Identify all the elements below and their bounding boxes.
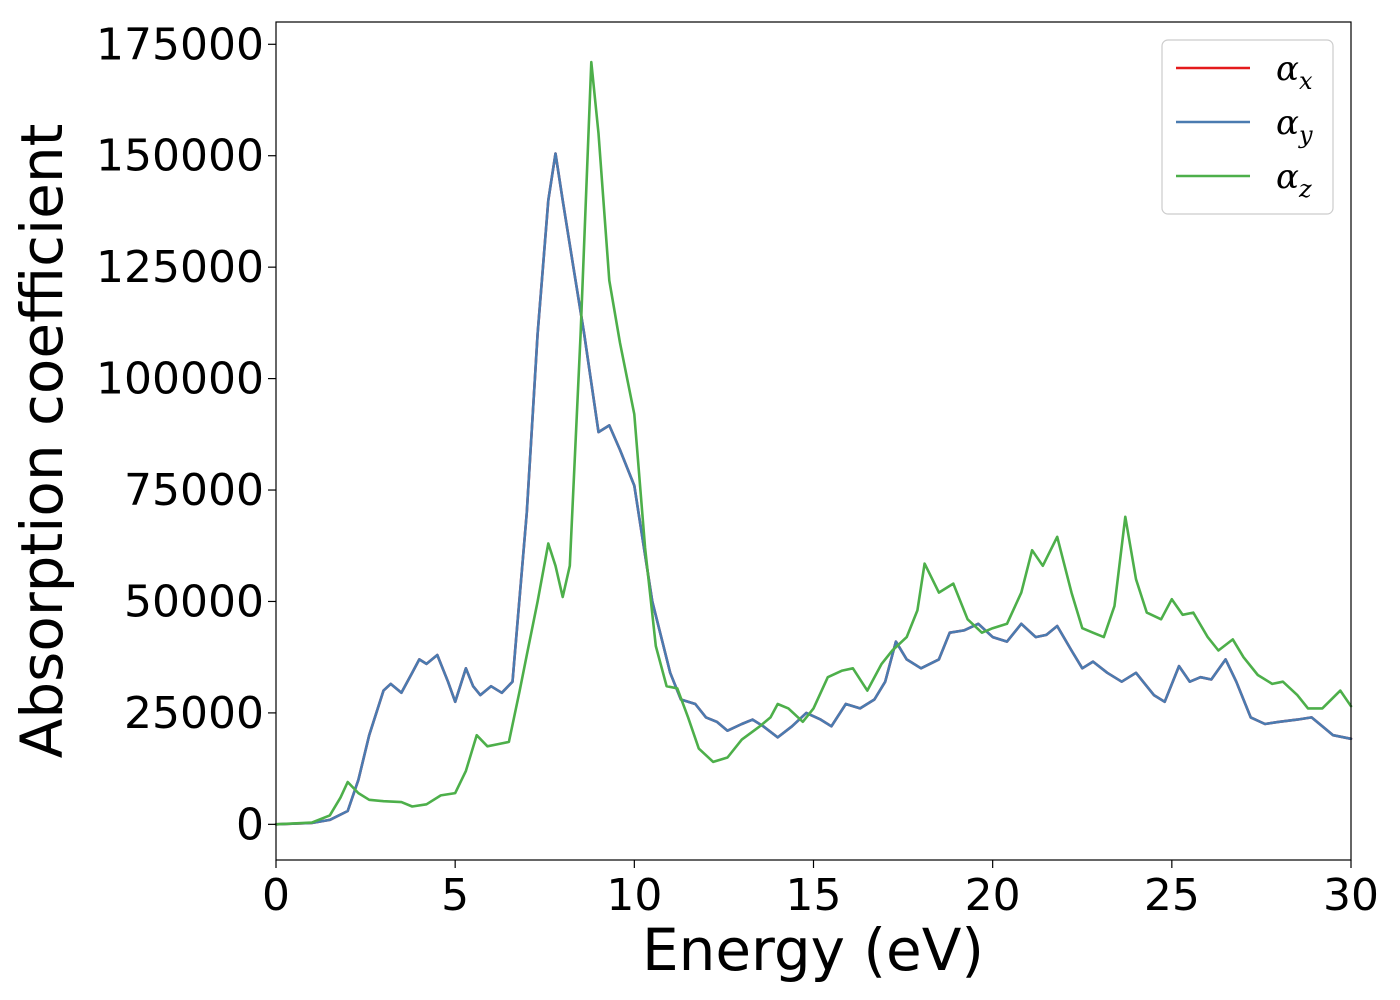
- legend-box: [1161, 39, 1334, 215]
- x-axis-title: Energy (eV): [642, 916, 984, 984]
- y-tick-label: 25000: [124, 688, 264, 739]
- x-tick-label: 5: [441, 870, 469, 921]
- legend: αx αy αz: [1161, 39, 1334, 215]
- y-tick-label: 75000: [124, 465, 264, 516]
- series-line-z: [274, 60, 1353, 826]
- y-tick-label: 150000: [96, 131, 264, 182]
- series-line-x: [274, 152, 1353, 826]
- y-axis-title: Absorption coefficient: [8, 124, 76, 759]
- series-lines: [274, 60, 1353, 826]
- x-axis: 0 5 10 15 20 25 30: [262, 860, 1379, 921]
- x-tick-label: 0: [262, 870, 290, 921]
- legend-label-x: αx: [1276, 49, 1313, 95]
- x-tick-label: 25: [1144, 870, 1200, 921]
- x-tick-label: 10: [606, 870, 662, 921]
- y-tick-label: 125000: [96, 242, 264, 293]
- y-tick-label: 175000: [96, 19, 264, 70]
- series-line-y: [274, 152, 1353, 826]
- legend-label-z: αz: [1276, 157, 1312, 203]
- y-tick-label: 0: [236, 799, 264, 850]
- y-tick-label: 50000: [124, 576, 264, 627]
- x-tick-label: 30: [1323, 870, 1379, 921]
- legend-label-y: αy: [1276, 103, 1313, 149]
- x-tick-label: 15: [786, 870, 842, 921]
- x-tick-label: 20: [965, 870, 1021, 921]
- y-axis: 0 25000 50000 75000 100000 125000 150000 175000: [96, 19, 276, 850]
- y-tick-label: 100000: [96, 354, 264, 405]
